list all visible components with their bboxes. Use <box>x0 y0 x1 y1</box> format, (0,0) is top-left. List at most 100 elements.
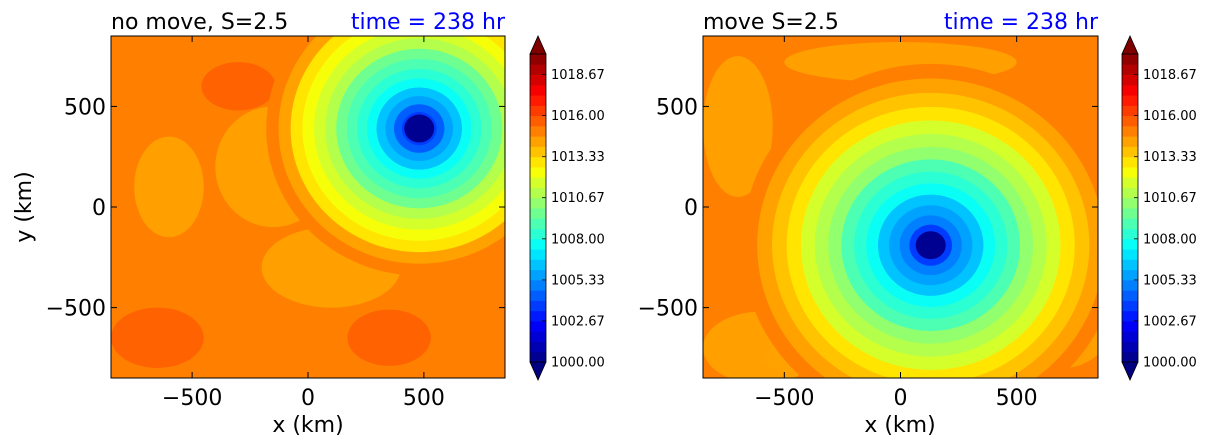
colorbar-segment <box>530 290 546 301</box>
colorbar-2: 1000.00 1002.67 1005.33 1008.00 1010.67 1013.… <box>1121 35 1197 381</box>
x-tick-label: 500 <box>996 386 1038 411</box>
colorbar-segment <box>530 166 546 178</box>
panel-1-xlabel: x (km) <box>272 413 343 438</box>
colorbar-tick-label: 1005.33 <box>1143 273 1197 288</box>
field-patch <box>703 56 773 197</box>
panel-1-ylabel: y (km) <box>12 171 37 242</box>
colorbar-segment <box>530 197 546 209</box>
colorbar-segment <box>1122 156 1138 168</box>
colorbar-segment <box>530 300 546 312</box>
colorbar-segment <box>530 64 546 76</box>
colorbar-segment <box>1122 146 1138 158</box>
panel-1-time-label: time = 238 hr <box>351 10 506 35</box>
panel-no-move: no move, S=2.5 time = 238 hr −500 0 500 −50… <box>12 10 506 438</box>
y-tick-label: −500 <box>638 297 698 322</box>
colorbar-segment <box>1122 320 1138 332</box>
colorbar-segment <box>530 208 546 219</box>
colorbar-segment <box>1122 290 1138 301</box>
colorbar-extend-max <box>1121 35 1139 55</box>
colorbar-segment <box>1122 218 1138 230</box>
colorbar-tick-label: 1002.67 <box>1143 314 1197 329</box>
colorbar-segment <box>1122 74 1138 86</box>
colorbar-segment <box>530 156 546 168</box>
vortex-core <box>915 231 946 260</box>
colorbar-segment <box>530 341 546 353</box>
colorbar-segment <box>1122 95 1138 106</box>
colorbar-segment <box>1122 228 1138 240</box>
colorbar-tick-label: 1013.33 <box>1143 150 1197 165</box>
colorbar-segment <box>530 187 546 199</box>
colorbar-1: 1000.00 1002.67 1005.33 1008.00 1010.67 1013.… <box>529 35 605 381</box>
colorbar-segment <box>1122 105 1138 117</box>
colorbar-segment <box>530 279 546 291</box>
panel-move: move S=2.5 time = 238 hr −500 0 500 −500 0 50… <box>638 10 1099 438</box>
colorbar-extend-min <box>529 361 547 381</box>
panel-2-title: move S=2.5 <box>703 10 839 35</box>
colorbar-segment <box>530 259 546 271</box>
field-patch <box>134 136 204 238</box>
colorbar-segment <box>530 146 546 158</box>
colorbar-frame <box>529 53 547 363</box>
colorbar-tick-label: 1010.67 <box>1143 191 1197 206</box>
colorbar-segment <box>1122 197 1138 209</box>
colorbar-segment <box>1122 279 1138 291</box>
colorbar-tick-label: 1008.00 <box>1143 232 1197 247</box>
colorbar-segment <box>1122 351 1138 363</box>
colorbar-segment <box>530 54 546 65</box>
colorbar-segment <box>530 95 546 106</box>
colorbar-segment <box>530 269 546 281</box>
colorbar-tick-label: 1005.33 <box>551 273 605 288</box>
colorbar-segment <box>1122 136 1138 147</box>
y-tick-label: 0 <box>684 196 698 221</box>
colorbar-segment <box>1122 269 1138 281</box>
colorbar-segment <box>1122 259 1138 271</box>
y-tick-label: 500 <box>64 95 106 120</box>
vortex-core <box>404 114 435 143</box>
colorbar-segment <box>1122 166 1138 178</box>
colorbar-tick-label: 1008.00 <box>551 232 605 247</box>
colorbar-segment <box>530 331 546 342</box>
colorbar-extend-min <box>1121 361 1139 381</box>
colorbar-tick-label: 1016.00 <box>551 109 605 124</box>
colorbar-segment <box>530 228 546 240</box>
colorbar-segment <box>1122 115 1138 127</box>
x-tick-label: 0 <box>894 386 908 411</box>
field-patch <box>347 309 431 366</box>
field-patch <box>111 307 204 368</box>
colorbar-tick-label: 1018.67 <box>551 68 605 83</box>
panel-2-time-label: time = 238 hr <box>944 10 1099 35</box>
colorbar-segment <box>530 105 546 117</box>
colorbar-segment <box>530 238 546 250</box>
y-tick-label: 0 <box>92 196 106 221</box>
panel-2-plot-area <box>703 36 1098 378</box>
colorbar-tick-label: 1018.67 <box>1143 68 1197 83</box>
colorbar-segment <box>530 310 546 322</box>
panel-1-ticks: −500 0 500 −500 0 500 <box>46 36 505 411</box>
colorbar-segment <box>1122 300 1138 312</box>
y-tick-label: −500 <box>46 297 106 322</box>
panel-1-title: no move, S=2.5 <box>111 10 288 35</box>
colorbar-segment <box>1122 238 1138 250</box>
x-tick-label: 500 <box>403 386 445 411</box>
colorbar-segment <box>1122 331 1138 342</box>
colorbar-segment <box>530 177 546 188</box>
x-tick-label: −500 <box>754 386 814 411</box>
colorbar-segment <box>1122 64 1138 76</box>
colorbar-segment <box>530 74 546 86</box>
colorbar-tick-label: 1010.67 <box>551 191 605 206</box>
colorbar-segment <box>530 136 546 147</box>
field-patch <box>201 62 276 111</box>
colorbar-extend-max <box>529 35 547 55</box>
colorbar-tick-label: 1000.00 <box>551 356 605 371</box>
colorbar-tick-label: 1000.00 <box>1143 356 1197 371</box>
colorbar-segment <box>1122 177 1138 188</box>
colorbar-tick-label: 1016.00 <box>1143 109 1197 124</box>
x-tick-label: −500 <box>162 386 222 411</box>
colorbar-tick-label: 1002.67 <box>551 314 605 329</box>
panel-2-xlabel: x (km) <box>864 413 935 438</box>
colorbar-segment <box>1122 341 1138 353</box>
colorbar-segment <box>530 115 546 127</box>
colorbar-segment <box>1122 187 1138 199</box>
y-tick-label: 500 <box>656 95 698 120</box>
